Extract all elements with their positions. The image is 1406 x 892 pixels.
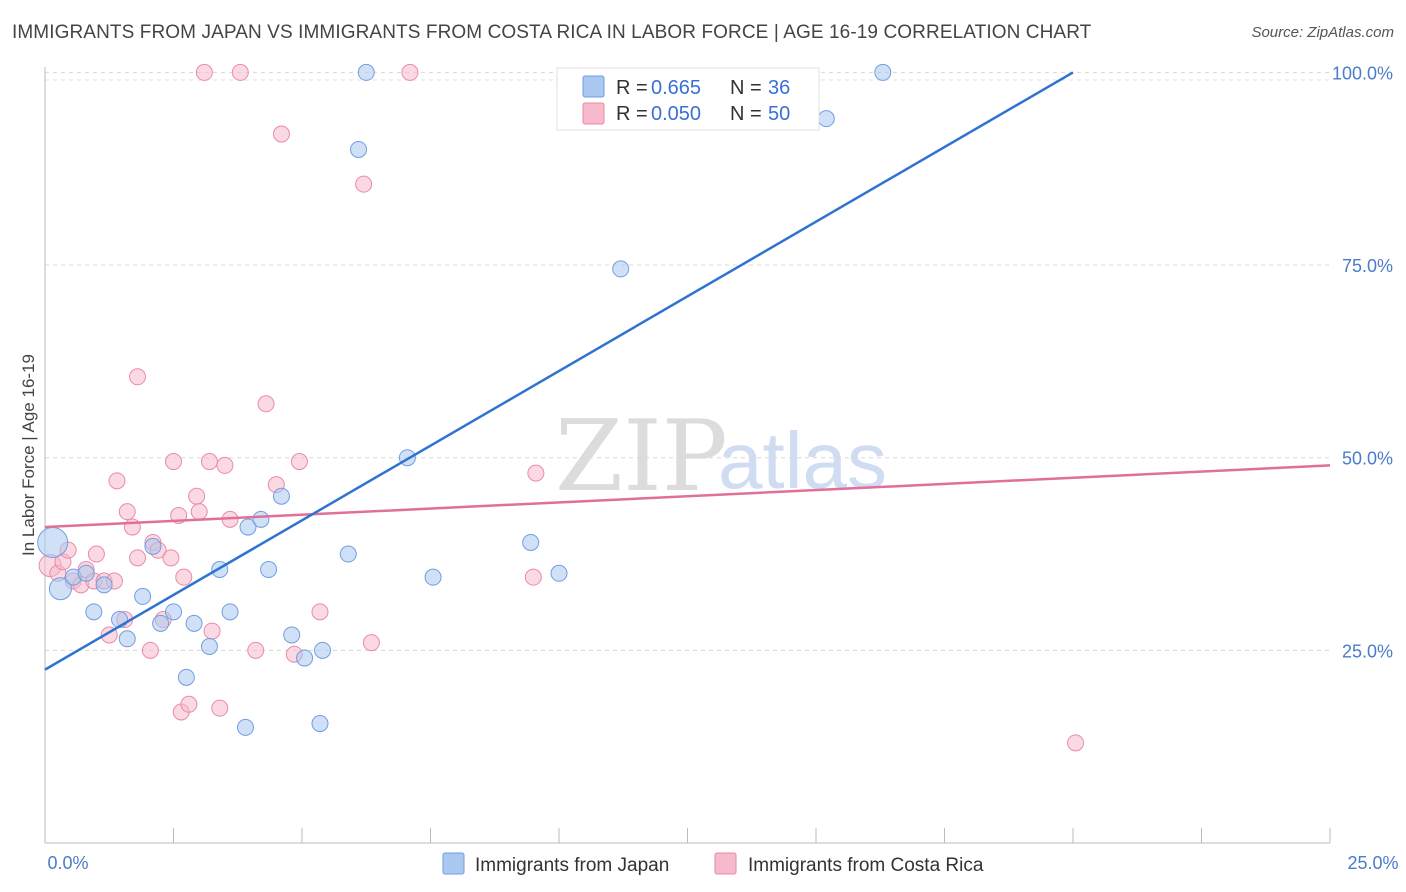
top-legend: R = 0.665 N = 36 R = 0.050 N = 50	[556, 67, 820, 131]
legend-japan-n-label: N =	[730, 77, 762, 99]
legend-costarica-n-value: 50	[768, 103, 790, 125]
costarica-point	[272, 125, 290, 143]
japan-point	[339, 545, 357, 563]
japan-point	[48, 577, 72, 601]
costarica-point	[108, 472, 126, 490]
japan-point	[95, 576, 113, 594]
japan-point	[134, 587, 152, 605]
legend-japan-r-label: R =	[616, 77, 648, 99]
costarica-point	[355, 175, 373, 193]
costarica-point	[118, 503, 136, 521]
y-tick-label: 50.0%	[1342, 449, 1393, 469]
bottom-legend-japan-label: Immigrants from Japan	[475, 855, 669, 876]
japan-point	[118, 630, 136, 648]
legend-costarica-r-label: R =	[616, 103, 648, 125]
costarica-point	[211, 699, 229, 717]
legend-japan-n-value: 36	[768, 77, 790, 99]
costarica-point	[188, 487, 206, 505]
costarica-point	[257, 395, 275, 413]
japan-point	[424, 568, 442, 586]
japan-point	[311, 715, 329, 733]
y-tick-labels: 25.0% 50.0% 75.0% 100.0%	[1332, 63, 1393, 661]
costarica-trend-line	[44, 464, 1331, 529]
costarica-point	[524, 568, 542, 586]
japan-point	[77, 564, 95, 582]
japan-point	[221, 603, 239, 621]
costarica-point	[311, 603, 329, 621]
costarica-point	[200, 453, 218, 471]
trend-lines	[44, 71, 1331, 671]
costarica-point	[129, 368, 147, 386]
costarica-point	[1067, 734, 1085, 752]
costarica-point	[162, 549, 180, 567]
bottom-legend: Immigrants from Japan Immigrants from Co…	[442, 852, 984, 876]
costarica-point	[129, 549, 147, 567]
japan-point	[152, 614, 170, 632]
legend-costarica-r-value: 0.050	[651, 103, 701, 125]
japan-point	[85, 603, 103, 621]
japan-point	[350, 140, 368, 158]
japan-point	[314, 641, 332, 659]
japan-point	[296, 649, 314, 667]
gridlines	[45, 71, 1330, 651]
japan-point	[612, 260, 630, 278]
bottom-legend-costarica-swatch	[714, 852, 737, 875]
japan-point	[874, 63, 892, 81]
japan-point	[522, 533, 540, 551]
x-ticks: 0.0% 25.0%	[44, 828, 1399, 873]
bottom-legend-costarica-label: Immigrants from Costa Rica	[748, 855, 984, 876]
costarica-point	[141, 641, 159, 659]
japan-point	[283, 626, 301, 644]
japan-point	[260, 560, 278, 578]
japan-point	[185, 614, 203, 632]
y-tick-label: 75.0%	[1342, 256, 1393, 276]
series-japan-points	[37, 63, 892, 736]
japan-point	[252, 510, 270, 528]
legend-costarica-n-label: N =	[730, 103, 762, 125]
costarica-point	[527, 464, 545, 482]
legend-japan-swatch	[582, 75, 605, 98]
japan-point	[165, 603, 182, 621]
costarica-point	[247, 641, 265, 659]
costarica-point	[165, 453, 182, 471]
costarica-point	[195, 63, 213, 81]
bottom-legend-japan-swatch	[442, 852, 465, 875]
costarica-point	[231, 63, 249, 81]
y-tick-label: 25.0%	[1342, 641, 1393, 661]
costarica-point	[203, 622, 221, 640]
japan-point	[200, 638, 218, 655]
y-axis-label: In Labor Force | Age 16-19	[19, 354, 38, 556]
watermark-zip: ZIP	[555, 400, 728, 514]
costarica-point	[216, 456, 234, 474]
japan-point	[177, 668, 195, 686]
x-tick-label-min: 0.0%	[47, 853, 88, 873]
japan-point	[817, 110, 835, 128]
x-tick-label-max: 25.0%	[1347, 853, 1398, 873]
legend-costarica-swatch	[582, 102, 605, 125]
japan-point	[239, 518, 257, 536]
japan-point	[272, 487, 290, 505]
chart-title: IMMIGRANTS FROM JAPAN VS IMMIGRANTS FROM…	[12, 22, 1092, 43]
japan-point	[37, 526, 69, 558]
costarica-point	[290, 453, 308, 471]
costarica-point	[362, 634, 380, 652]
y-tick-label: 100.0%	[1332, 63, 1393, 83]
japan-trend-line	[44, 71, 1074, 671]
costarica-point	[190, 503, 208, 521]
japan-point	[236, 718, 254, 736]
costarica-point	[180, 695, 198, 713]
costarica-point	[175, 568, 193, 586]
legend-japan-r-value: 0.665	[651, 77, 701, 99]
japan-point	[357, 63, 375, 81]
costarica-point	[401, 63, 419, 81]
source-label: Source: ZipAtlas.com	[1251, 24, 1394, 41]
japan-point	[144, 537, 162, 555]
costarica-point	[87, 545, 105, 563]
japan-point	[550, 564, 568, 582]
